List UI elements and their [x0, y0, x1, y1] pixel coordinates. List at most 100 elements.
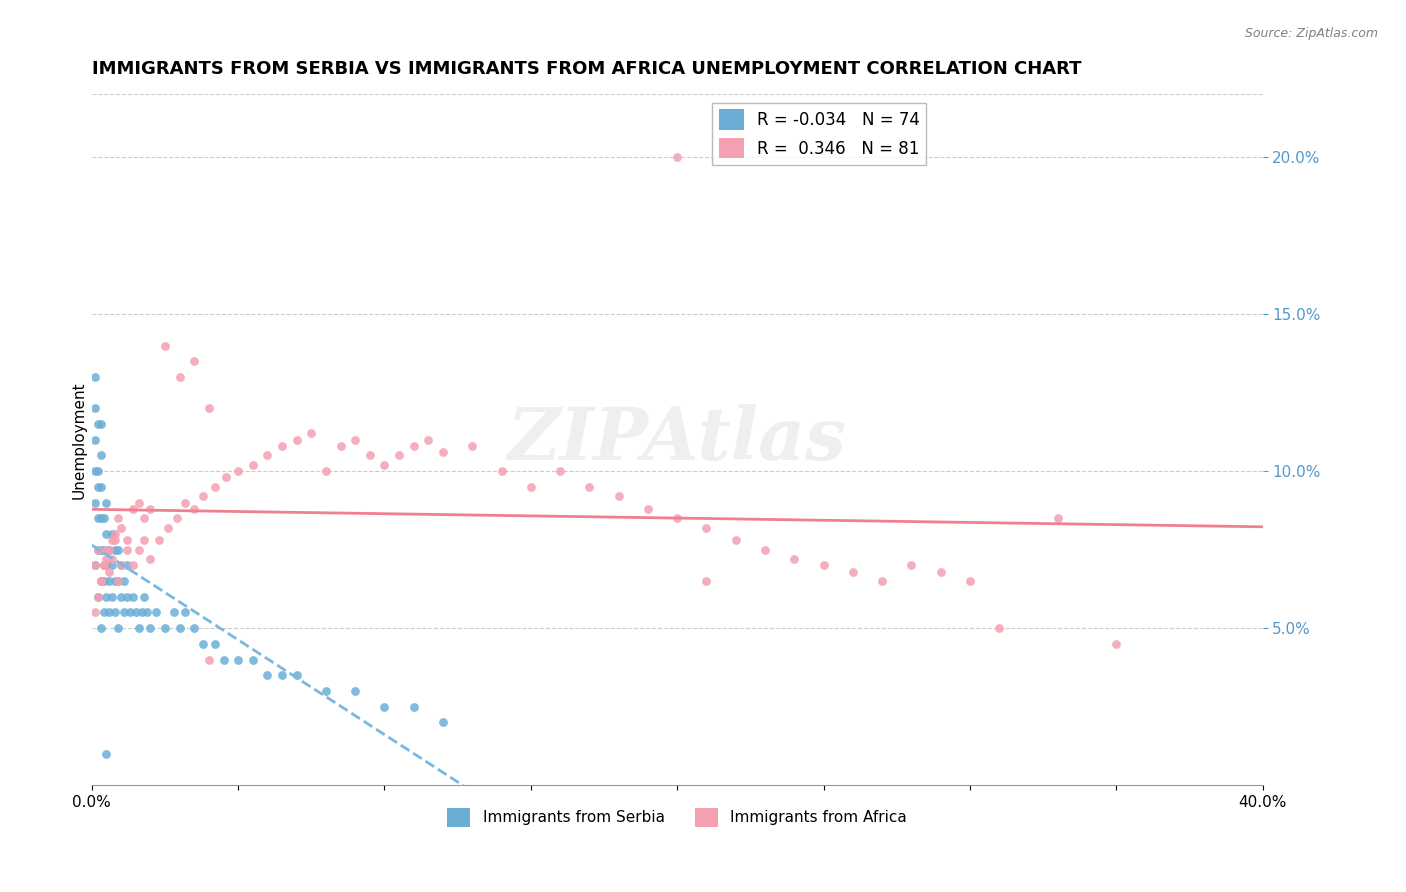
Point — [93, 511, 115, 525]
Point — [183, 621, 205, 635]
Point — [402, 439, 425, 453]
Text: IMMIGRANTS FROM SERBIA VS IMMIGRANTS FROM AFRICA UNEMPLOYMENT CORRELATION CHART: IMMIGRANTS FROM SERBIA VS IMMIGRANTS FRO… — [91, 60, 1081, 78]
Point — [93, 558, 115, 573]
Point — [90, 511, 112, 525]
Point — [104, 533, 127, 548]
Point — [139, 552, 162, 566]
Point — [128, 542, 150, 557]
Point — [83, 464, 105, 478]
Point — [115, 590, 138, 604]
Point — [256, 668, 278, 682]
Point — [96, 558, 118, 573]
Point — [107, 574, 129, 588]
Point — [86, 464, 108, 478]
Text: ZIPAtlas: ZIPAtlas — [508, 404, 846, 475]
Point — [96, 747, 118, 761]
Point — [153, 621, 176, 635]
Point — [115, 542, 138, 557]
Point — [107, 574, 129, 588]
Point — [271, 668, 294, 682]
Point — [174, 606, 197, 620]
Point — [1105, 637, 1128, 651]
Point — [666, 511, 689, 525]
Point — [666, 150, 689, 164]
Point — [271, 439, 294, 453]
Point — [191, 637, 214, 651]
Point — [183, 354, 205, 368]
Y-axis label: Unemployment: Unemployment — [72, 381, 86, 499]
Point — [139, 621, 162, 635]
Point — [695, 574, 717, 588]
Point — [695, 521, 717, 535]
Point — [98, 565, 121, 579]
Point — [93, 574, 115, 588]
Point — [90, 417, 112, 431]
Point — [242, 652, 264, 666]
Point — [131, 606, 153, 620]
Point — [83, 558, 105, 573]
Point — [83, 606, 105, 620]
Point — [242, 458, 264, 472]
Point — [125, 606, 148, 620]
Point — [93, 606, 115, 620]
Point — [93, 542, 115, 557]
Point — [90, 480, 112, 494]
Point — [96, 542, 118, 557]
Point — [121, 501, 143, 516]
Point — [373, 699, 395, 714]
Point — [96, 527, 118, 541]
Point — [578, 480, 600, 494]
Point — [373, 458, 395, 472]
Point — [86, 590, 108, 604]
Point — [256, 449, 278, 463]
Point — [104, 606, 127, 620]
Point — [110, 558, 132, 573]
Point — [110, 590, 132, 604]
Point — [86, 480, 108, 494]
Point — [104, 574, 127, 588]
Point — [145, 606, 167, 620]
Point — [169, 370, 191, 384]
Point — [98, 574, 121, 588]
Point — [134, 533, 156, 548]
Point — [212, 652, 235, 666]
Point — [121, 558, 143, 573]
Point — [86, 542, 108, 557]
Point — [153, 338, 176, 352]
Point — [104, 542, 127, 557]
Point — [107, 511, 129, 525]
Point — [520, 480, 543, 494]
Point — [156, 521, 179, 535]
Point — [315, 464, 337, 478]
Point — [402, 699, 425, 714]
Point — [90, 574, 112, 588]
Point — [900, 558, 922, 573]
Point — [134, 511, 156, 525]
Point — [842, 565, 865, 579]
Point — [959, 574, 981, 588]
Point — [870, 574, 893, 588]
Point — [93, 558, 115, 573]
Point — [929, 565, 952, 579]
Point — [90, 449, 112, 463]
Point — [98, 606, 121, 620]
Point — [86, 417, 108, 431]
Point — [285, 668, 308, 682]
Point — [329, 439, 352, 453]
Point — [198, 401, 221, 416]
Point — [344, 684, 367, 698]
Point — [121, 590, 143, 604]
Point — [86, 542, 108, 557]
Point — [112, 606, 135, 620]
Point — [215, 470, 238, 484]
Point — [107, 621, 129, 635]
Point — [90, 542, 112, 557]
Point — [115, 533, 138, 548]
Point — [163, 606, 186, 620]
Point — [183, 501, 205, 516]
Point — [637, 501, 659, 516]
Point — [226, 652, 249, 666]
Text: Source: ZipAtlas.com: Source: ZipAtlas.com — [1244, 27, 1378, 40]
Point — [148, 533, 170, 548]
Point — [83, 370, 105, 384]
